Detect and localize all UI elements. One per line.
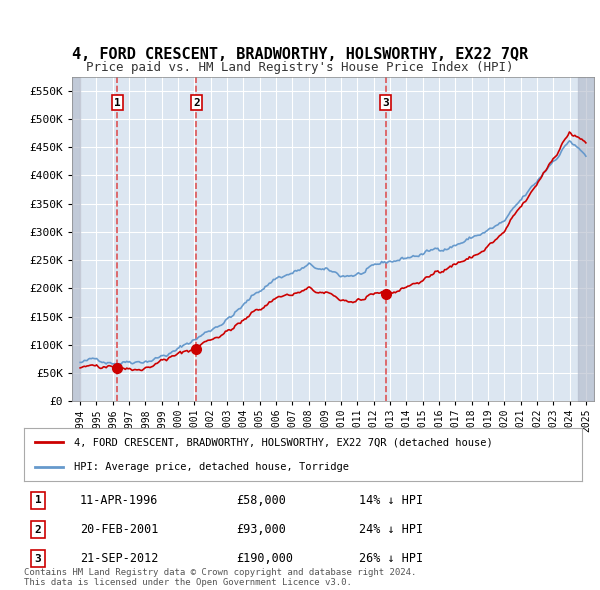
Text: Contains HM Land Registry data © Crown copyright and database right 2024.
This d: Contains HM Land Registry data © Crown c… (24, 568, 416, 587)
Text: 21-SEP-2012: 21-SEP-2012 (80, 552, 158, 565)
Text: 3: 3 (382, 98, 389, 107)
Text: HPI: Average price, detached house, Torridge: HPI: Average price, detached house, Torr… (74, 461, 349, 471)
Text: 26% ↓ HPI: 26% ↓ HPI (359, 552, 423, 565)
Text: 1: 1 (35, 495, 41, 505)
Text: 20-FEB-2001: 20-FEB-2001 (80, 523, 158, 536)
Text: Price paid vs. HM Land Registry's House Price Index (HPI): Price paid vs. HM Land Registry's House … (86, 61, 514, 74)
Text: £93,000: £93,000 (236, 523, 286, 536)
Text: 3: 3 (35, 554, 41, 564)
Text: £190,000: £190,000 (236, 552, 293, 565)
Text: £58,000: £58,000 (236, 494, 286, 507)
Text: 2: 2 (35, 525, 41, 535)
Text: 4, FORD CRESCENT, BRADWORTHY, HOLSWORTHY, EX22 7QR (detached house): 4, FORD CRESCENT, BRADWORTHY, HOLSWORTHY… (74, 437, 493, 447)
Text: 1: 1 (114, 98, 121, 107)
Text: 2: 2 (193, 98, 200, 107)
Text: 4, FORD CRESCENT, BRADWORTHY, HOLSWORTHY, EX22 7QR: 4, FORD CRESCENT, BRADWORTHY, HOLSWORTHY… (72, 47, 528, 62)
Text: 14% ↓ HPI: 14% ↓ HPI (359, 494, 423, 507)
Text: 24% ↓ HPI: 24% ↓ HPI (359, 523, 423, 536)
Text: 11-APR-1996: 11-APR-1996 (80, 494, 158, 507)
